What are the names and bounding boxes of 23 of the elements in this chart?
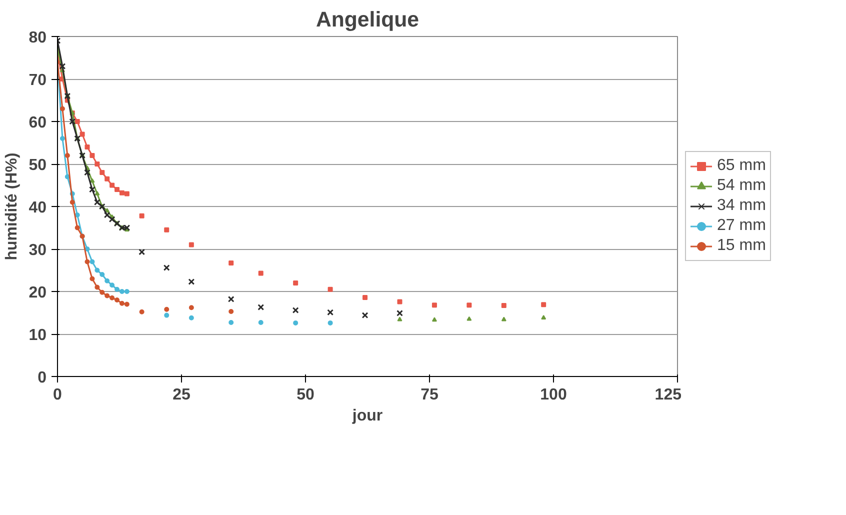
legend-label: 34 mm (717, 197, 766, 215)
x-tick-label: 125 (654, 386, 682, 404)
y-tick-label: 10 (28, 327, 47, 344)
y-tick-label: 70 (28, 72, 47, 89)
x-tick-label: 0 (53, 386, 62, 404)
x-tick-label: 50 (296, 386, 314, 404)
y-tick-label: 0 (38, 370, 47, 386)
y-tick-label: 40 (28, 200, 47, 216)
x-axis-title: jour (351, 408, 383, 424)
legend-label: 27 mm (717, 217, 766, 235)
y-axis-title: humidité (H%) (4, 152, 21, 260)
chart-title: Angelique (316, 8, 420, 32)
y-tick-label: 80 (28, 30, 47, 46)
x-tick-label: 75 (420, 386, 438, 404)
y-tick-label: 30 (28, 242, 47, 259)
y-tick-label: 20 (28, 284, 47, 302)
legend-label: 15 mm (717, 237, 766, 255)
x-tick-label: 25 (172, 386, 190, 404)
y-tick-label: 60 (28, 114, 47, 132)
legend-label: 65 mm (717, 157, 766, 175)
legend-label: 54 mm (717, 177, 766, 195)
y-tick-label: 50 (28, 157, 47, 174)
x-tick-label: 100 (540, 386, 567, 404)
